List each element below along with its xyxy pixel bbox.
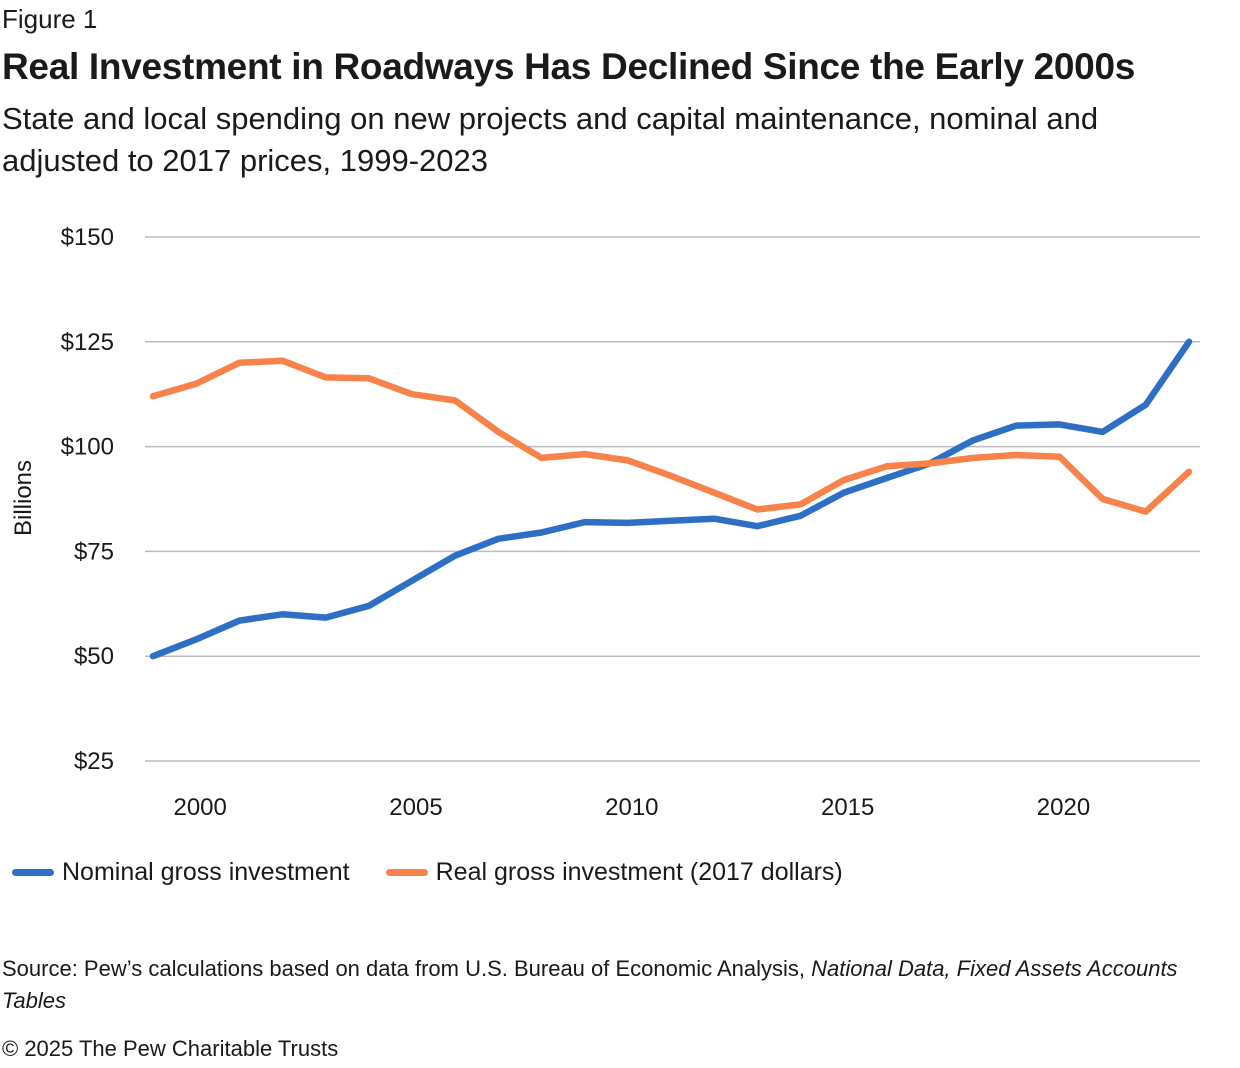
x-tick-label: 2005 [389,794,442,821]
copyright: © 2025 The Pew Charitable Trusts [2,1036,339,1061]
y-tick-label: $50 [74,643,114,670]
x-tick-label: 2015 [821,794,874,821]
figure-label: Figure 1 [2,4,98,34]
x-tick-label: 2000 [173,794,226,821]
chart-subtitle: State and local spending on new projects… [2,101,1099,178]
series-line-nominal [149,338,1193,660]
y-tick-label: $150 [61,224,114,251]
source-text: Source: Pew’s calculations based on data… [2,956,812,981]
y-tick-label: $125 [61,329,114,356]
y-axis-label: Billions [10,460,37,536]
line-chart: $25$50$75$100$125$150 2000 2005 2010 2015 20… [10,224,1200,821]
legend-label-real: Real gross investment (2017 dollars) [435,858,843,886]
legend-swatch-nominal [12,869,54,876]
legend: Nominal gross investment Real gross inve… [12,858,879,887]
source-note: Source: Pew’s calculations based on data… [2,953,1222,1017]
y-tick-label: $100 [61,434,114,461]
y-tick-label: $25 [74,748,114,775]
y-axis-ticks: $25 $50 $75 $100 $125 $150 [61,224,114,775]
x-tick-label: 2010 [605,794,658,821]
legend-item-nominal: Nominal gross investment [12,858,350,887]
x-axis-ticks: 2000 2005 2010 2015 2020 [173,794,1090,821]
source-title: National Data, Fixed Assets Accounts Tab… [2,956,1178,1013]
x-tick-label: 2020 [1037,794,1090,821]
legend-label-nominal: Nominal gross investment [62,858,350,886]
chart-title: Real Investment in Roadways Has Declined… [2,46,1136,87]
series-lines [149,338,1193,660]
y-tick-label: $75 [74,538,114,565]
legend-item-real: Real gross investment (2017 dollars) [385,858,843,887]
series-line-real [149,357,1193,515]
gridlines [145,236,1200,762]
legend-swatch-real [385,869,428,876]
